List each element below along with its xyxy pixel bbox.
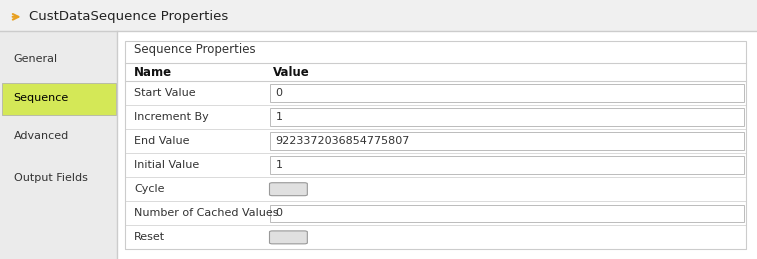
FancyBboxPatch shape	[117, 31, 757, 259]
FancyBboxPatch shape	[270, 108, 744, 126]
FancyBboxPatch shape	[269, 183, 307, 196]
Text: Sequence: Sequence	[14, 93, 69, 103]
FancyBboxPatch shape	[2, 122, 116, 154]
Text: Initial Value: Initial Value	[134, 160, 199, 170]
Text: 1: 1	[276, 112, 282, 122]
FancyBboxPatch shape	[2, 163, 116, 196]
Text: CustDataSequence Properties: CustDataSequence Properties	[29, 10, 228, 23]
FancyBboxPatch shape	[2, 83, 116, 115]
Text: Start Value: Start Value	[134, 88, 195, 98]
FancyBboxPatch shape	[2, 44, 116, 76]
Text: Output Fields: Output Fields	[14, 173, 88, 183]
FancyBboxPatch shape	[0, 31, 117, 259]
Text: Number of Cached Values: Number of Cached Values	[134, 208, 279, 218]
Text: Cycle: Cycle	[134, 184, 164, 194]
Text: Increment By: Increment By	[134, 112, 209, 122]
FancyBboxPatch shape	[269, 231, 307, 244]
Text: Reset: Reset	[134, 232, 165, 242]
FancyBboxPatch shape	[270, 205, 744, 222]
Text: Sequence Properties: Sequence Properties	[134, 43, 256, 56]
FancyBboxPatch shape	[270, 84, 744, 102]
FancyBboxPatch shape	[0, 0, 757, 31]
FancyBboxPatch shape	[270, 156, 744, 174]
Text: Advanced: Advanced	[14, 132, 69, 141]
Text: 9223372036854775807: 9223372036854775807	[276, 136, 410, 146]
Text: Name: Name	[134, 66, 172, 78]
FancyBboxPatch shape	[270, 132, 744, 150]
Text: 1: 1	[276, 160, 282, 170]
Text: 0: 0	[276, 88, 282, 98]
Text: 0: 0	[276, 208, 282, 218]
Text: Value: Value	[273, 66, 310, 78]
Text: General: General	[14, 54, 58, 64]
Text: End Value: End Value	[134, 136, 189, 146]
